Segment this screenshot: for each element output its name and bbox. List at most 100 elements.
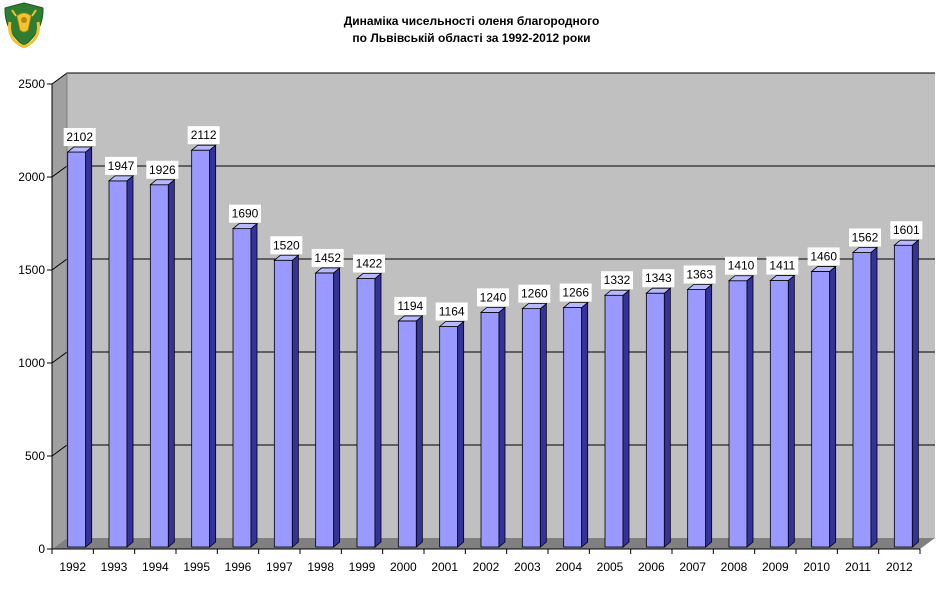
data-label: 1601 [890, 221, 923, 240]
data-label-box [849, 228, 881, 247]
data-label-box [146, 160, 179, 179]
x-tick-label: 2011 [845, 560, 871, 574]
data-label-box [105, 156, 137, 175]
data-label: 1410 [725, 256, 757, 275]
bar-face [521, 308, 541, 548]
data-label: 1690 [229, 204, 261, 223]
bar-face [893, 244, 913, 548]
bar [231, 222, 259, 548]
bar-face [191, 149, 211, 548]
bar-face [356, 278, 376, 548]
bar-face [604, 294, 624, 548]
x-tick-label: 1995 [183, 560, 210, 574]
data-label: 1947 [105, 156, 137, 175]
x-tick-label: 2005 [597, 560, 624, 574]
chart-subtitle: по Львівській області за 1992-2012 роки [352, 31, 591, 45]
bar [851, 246, 879, 548]
bar-face [687, 289, 707, 548]
bar [479, 306, 507, 548]
data-label: 1343 [642, 269, 675, 288]
x-tick-label: 1992 [59, 560, 86, 574]
data-label-box [725, 256, 757, 275]
x-tick-label: 2002 [473, 560, 500, 574]
data-label-box [311, 248, 344, 267]
data-label-box [559, 283, 592, 302]
x-tick-label: 1994 [142, 560, 169, 574]
bar-side [167, 178, 175, 548]
data-label-text: 1947 [108, 159, 135, 173]
bar [355, 272, 383, 548]
bar-side [622, 289, 630, 548]
data-label: 1460 [807, 247, 840, 266]
bar [149, 178, 176, 548]
bar-top [397, 315, 424, 322]
bar-face [108, 180, 128, 548]
x-tick-label: 1996 [225, 560, 252, 574]
data-label: 1332 [601, 271, 633, 290]
bar-top [66, 146, 93, 153]
y-tick-label: 1500 [18, 263, 45, 277]
bar [438, 320, 465, 548]
bar [893, 239, 920, 548]
bar-side [581, 301, 589, 548]
bar-top [355, 273, 383, 279]
bar-top [769, 275, 796, 281]
bar-side [663, 287, 671, 548]
bar-side [415, 315, 423, 548]
data-label-text: 1266 [562, 286, 589, 300]
y-tick-label: 1000 [18, 356, 45, 370]
data-label-box [477, 288, 509, 307]
x-tick-label: 2012 [886, 560, 913, 574]
data-label: 1452 [311, 248, 344, 267]
bar-top [479, 306, 507, 313]
data-label-text: 1363 [686, 267, 713, 281]
bar-top [190, 144, 217, 151]
data-label-text: 1194 [397, 299, 423, 313]
data-label-box [270, 236, 303, 255]
bar-top [521, 303, 548, 310]
bar-top [893, 239, 920, 246]
x-tick-label: 1997 [266, 560, 293, 574]
bar-top [645, 287, 672, 294]
bar-top [438, 321, 465, 327]
data-label-text: 1601 [893, 223, 920, 237]
bar-side [209, 144, 217, 548]
bar [397, 315, 424, 548]
data-label: 1363 [683, 265, 716, 284]
data-label-box [187, 126, 220, 145]
bar-top [231, 223, 259, 230]
x-tick-labels: 1992 1993 1994 1995 1996 1997 1998 1999 2000 2001… [59, 560, 913, 574]
data-label-text: 1410 [728, 259, 755, 273]
bar [273, 254, 300, 548]
data-label: 1562 [849, 228, 881, 247]
data-label-text: 1460 [810, 249, 837, 263]
data-label-text: 1452 [314, 251, 341, 265]
bar-side [291, 254, 299, 548]
data-label: 2102 [63, 128, 96, 147]
bar-top [810, 266, 837, 272]
data-label-box [394, 296, 427, 315]
y-tick-label: 2500 [18, 77, 45, 91]
bar-face [811, 271, 831, 548]
bar-top [149, 179, 176, 186]
side-wall [52, 73, 67, 549]
data-label-text: 2102 [66, 130, 93, 144]
x-tick-label: 1999 [349, 560, 376, 574]
bar-side [539, 302, 547, 548]
data-label-text: 1260 [521, 287, 548, 301]
data-label-box [518, 284, 551, 303]
bar-face [852, 252, 872, 548]
data-label-box [890, 221, 923, 240]
data-label-text: 1240 [480, 290, 507, 304]
data-label-text: 1332 [604, 273, 631, 287]
data-label-text: 1422 [356, 257, 383, 271]
data-label-text: 1411 [769, 259, 795, 273]
bar-top [314, 267, 341, 274]
bar [314, 267, 341, 548]
data-label-box [683, 265, 716, 284]
bar-face [645, 292, 665, 548]
bar [769, 274, 796, 548]
data-label-box [229, 204, 261, 223]
data-label-text: 1562 [852, 230, 879, 244]
